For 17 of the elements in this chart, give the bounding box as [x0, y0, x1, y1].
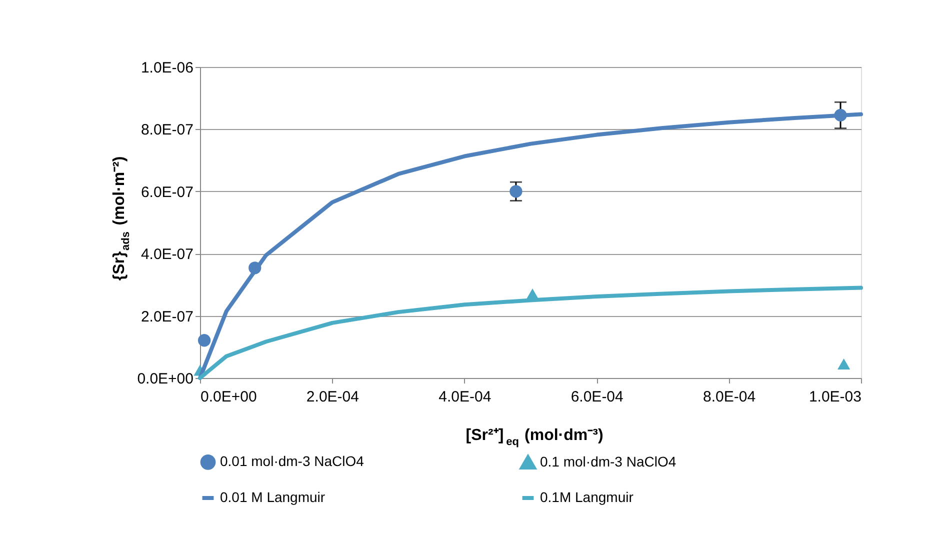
x-tick-label: 6.0E-04 — [570, 388, 624, 406]
x-tick-label: 2.0E-04 — [306, 388, 359, 406]
y-tick-label: 4.0E-07 — [140, 246, 194, 264]
y-axis-title: {Sr}ads (mol·m⁻²) — [111, 156, 132, 281]
x-tick-label: 0.0E+00 — [200, 388, 257, 406]
legend-label: 0.1M Langmuir — [540, 489, 634, 505]
y-tick-label: 6.0E-07 — [140, 184, 194, 201]
y-tick-label: 2.0E-07 — [140, 308, 194, 326]
x-tick-label: 1.0E-03 — [808, 388, 862, 406]
legend-label: 0.1 mol·dm-3 NaClO4 — [540, 454, 676, 470]
y-tick-label: 0.0E+00 — [137, 370, 194, 388]
y-tick-label: 1.0E-06 — [140, 60, 194, 76]
legend-label: 0.01 M Langmuir — [220, 489, 326, 505]
legend-label: 0.01 mol·dm-3 NaClO4 — [220, 453, 364, 470]
y-tick-label: 8.0E-07 — [140, 122, 194, 139]
x-tick-label: 4.0E-04 — [438, 388, 492, 406]
x-tick-label: 8.0E-04 — [703, 388, 756, 406]
